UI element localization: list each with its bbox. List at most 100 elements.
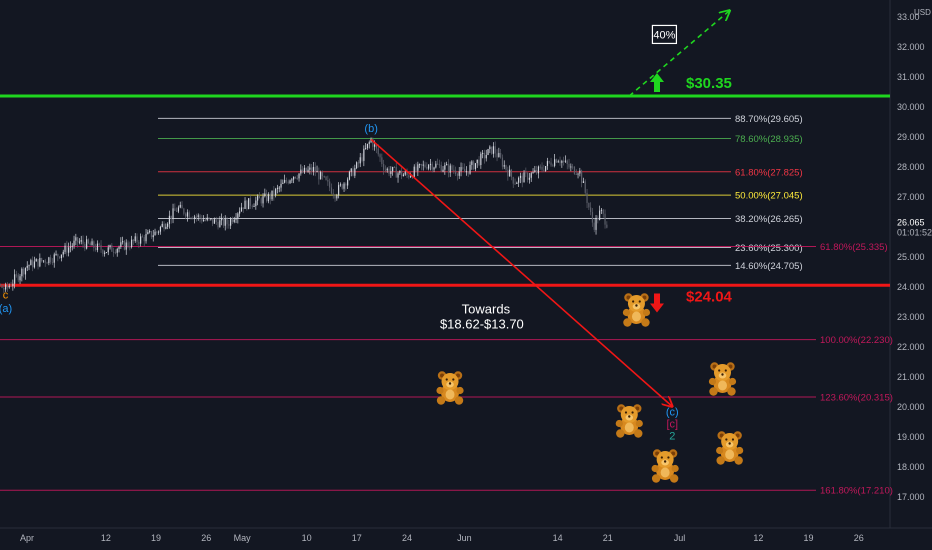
- candle-body: [19, 276, 21, 281]
- candle-body: [602, 209, 604, 214]
- level-lines: 88.70%(29.605) 78.60%(28.935) 61.80%(27.82…: [0, 75, 893, 497]
- candle-body: [10, 285, 12, 287]
- candle-body: [417, 164, 419, 171]
- price-axis-tick: 20.000: [897, 402, 925, 412]
- candle-body: [33, 261, 36, 268]
- candle-body: [509, 169, 511, 177]
- price-axis-tick: 23.000: [897, 312, 925, 322]
- price-axis[interactable]: 33.00 32.000 31.000 30.000 29.000 28.000 27.00…: [891, 8, 932, 502]
- wave-label: (c): [666, 407, 679, 419]
- price-axis-tick: 22.000: [897, 342, 925, 352]
- candle-body: [206, 217, 208, 221]
- candle-body: [338, 185, 340, 196]
- candle-body: [293, 176, 295, 180]
- candle-body: [149, 231, 151, 233]
- price-axis-tick: 17.000: [897, 492, 925, 502]
- candle-body: [541, 166, 543, 170]
- candle-body: [32, 260, 34, 268]
- candle-body: [138, 242, 140, 244]
- candle-body: [186, 212, 189, 217]
- candle-body: [8, 285, 10, 288]
- axis-frame: [0, 0, 932, 529]
- candle-body: [392, 166, 394, 172]
- candle-body: [536, 170, 538, 174]
- candle-body: [496, 153, 498, 158]
- candle-body: [428, 165, 430, 169]
- candle-body: [458, 171, 460, 176]
- candle-body: [136, 236, 138, 243]
- candle-body: [140, 236, 142, 244]
- candle-body: [555, 159, 558, 163]
- candle-body: [595, 217, 597, 230]
- candle-body: [105, 252, 108, 254]
- candle-body: [582, 181, 585, 183]
- candle-body: [30, 260, 32, 266]
- candle-body: [127, 242, 129, 247]
- candle-body: [107, 247, 109, 253]
- candle-body: [158, 231, 160, 233]
- candle-body: [14, 274, 16, 284]
- candle-body: [365, 148, 367, 150]
- candle-body: [228, 224, 230, 226]
- candle-body: [572, 166, 574, 168]
- towards-range-label: $18.62-$13.70: [440, 317, 524, 332]
- candle-body: [449, 165, 451, 173]
- candle-body: [159, 226, 162, 232]
- candle-body: [599, 210, 601, 220]
- candle-body: [372, 138, 374, 147]
- candle-body: [262, 196, 264, 204]
- candle-body: [570, 166, 572, 168]
- extension-level-label: 61.80%(25.335): [820, 242, 888, 253]
- candle-body: [604, 213, 606, 225]
- candle-body: [491, 146, 493, 154]
- candle-body: [341, 184, 343, 189]
- candle-body: [444, 165, 446, 170]
- candle-body: [62, 251, 64, 255]
- time-axis[interactable]: Apr 12 19 26 May 10 17 24 Jun 14 21 Jul 12 19 26: [20, 533, 864, 543]
- candle-body: [3, 288, 5, 290]
- candle-body: [401, 170, 403, 177]
- fib-level-label: 88.70%(29.605): [735, 114, 803, 125]
- candle-body: [285, 179, 288, 182]
- candle-body: [233, 219, 235, 222]
- candle-body: [564, 160, 567, 162]
- candle-body: [197, 215, 199, 217]
- candle-body: [118, 246, 120, 249]
- candle-body: [212, 218, 214, 224]
- price-axis-tick: 28.000: [897, 162, 925, 172]
- candle-body: [267, 194, 270, 202]
- candle-body: [104, 252, 106, 254]
- candle-body: [78, 241, 81, 243]
- time-axis-tick: 12: [753, 533, 763, 543]
- price-axis-tick: 19.000: [897, 432, 925, 442]
- candle-body: [168, 215, 171, 224]
- candle-body: [60, 254, 63, 259]
- candle-body: [300, 169, 302, 174]
- candle-body: [303, 167, 306, 173]
- candle-body: [96, 243, 99, 251]
- candle-body: [354, 168, 356, 176]
- candle-body: [397, 173, 399, 178]
- support-price-label: $24.04: [686, 288, 733, 305]
- teddy-bear-icon: [622, 293, 651, 327]
- candle-body: [271, 190, 273, 200]
- candle-body: [393, 166, 396, 168]
- candle-body: [35, 259, 37, 262]
- teddy-bear-icon: [651, 449, 679, 483]
- candle-body: [345, 183, 347, 186]
- teddy-bear-icon: [708, 362, 737, 396]
- candle-body: [282, 182, 284, 184]
- drawing-overlays: 40% Towards$18.62-$13.70 c(a) (b) (c)[c]2: [0, 11, 744, 483]
- extension-level-label: 161.80%(17.210): [820, 486, 893, 497]
- candle-body: [37, 259, 39, 267]
- candle-body: [339, 184, 342, 186]
- time-axis-tick: 10: [302, 533, 312, 543]
- time-axis-tick: 17: [352, 533, 362, 543]
- candle-body: [593, 222, 595, 230]
- candle-body: [152, 235, 154, 238]
- candle-body: [390, 171, 392, 174]
- candle-body: [291, 179, 293, 181]
- last-price-label: 26.065: [897, 218, 925, 228]
- fib-level-label: 61.80%(27.825): [735, 167, 803, 178]
